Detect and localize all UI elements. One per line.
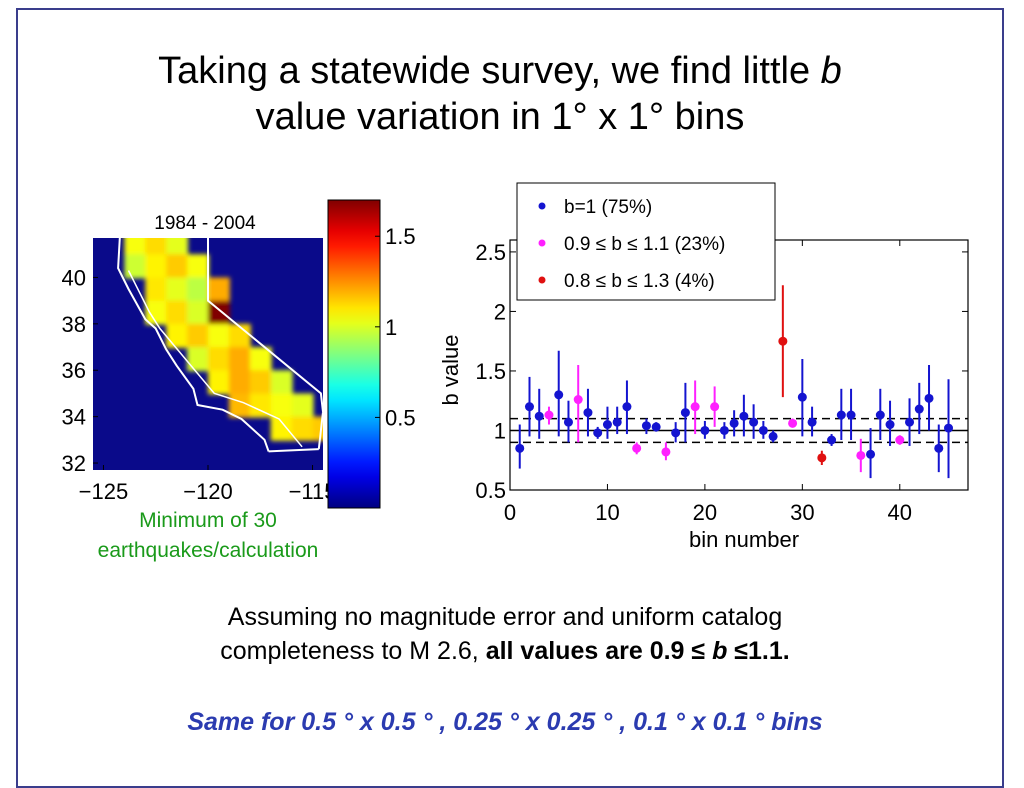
conclusion-line2: completeness to M 2.6, all values are 0.… (0, 634, 1010, 668)
title-b-variable: b (820, 50, 842, 92)
conclusion-line2-pre: completeness to M 2.6, (220, 637, 486, 665)
title-line1-text: Taking a statewide survey, we find littl… (158, 50, 821, 92)
conclusion-text: Assuming no magnitude error and uniform … (0, 600, 1010, 668)
conclusion-line1: Assuming no magnitude error and uniform … (227, 603, 783, 631)
conclusion-b-variable: b (712, 637, 728, 665)
map-caption-line2: earthquakes/calculation (97, 539, 319, 562)
conclusion-bold-pre: all values are 0.9 ≤ (485, 637, 713, 665)
map-caption-line1: Minimum of 30 (139, 509, 277, 532)
conclusion-bold-post: ≤1.1. (727, 637, 790, 665)
slide-title: Taking a statewide survey, we find littl… (0, 48, 1000, 140)
title-line2-text: value variation in 1° x 1° bins (255, 96, 745, 138)
same-for-bins-note: Same for 0.5 ° x 0.5 ° , 0.25 ° x 0.25 °… (187, 708, 823, 736)
map-caption: Minimum of 30 earthquakes/calculation (48, 506, 368, 566)
